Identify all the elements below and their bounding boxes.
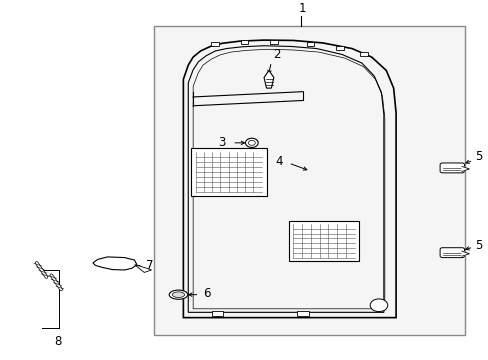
Ellipse shape <box>172 292 184 297</box>
Circle shape <box>248 140 255 145</box>
Polygon shape <box>264 71 273 88</box>
FancyBboxPatch shape <box>439 248 464 258</box>
Text: 5: 5 <box>474 150 482 163</box>
Text: 5: 5 <box>474 239 482 252</box>
Ellipse shape <box>169 290 187 299</box>
Polygon shape <box>461 167 468 171</box>
Polygon shape <box>93 257 137 270</box>
Bar <box>335 46 343 50</box>
Text: 2: 2 <box>272 48 280 60</box>
Circle shape <box>245 138 258 148</box>
Bar <box>297 311 308 316</box>
FancyBboxPatch shape <box>439 163 464 173</box>
Bar <box>211 311 223 316</box>
Bar <box>288 221 359 261</box>
Bar <box>240 40 248 44</box>
Text: 6: 6 <box>203 288 210 301</box>
Text: 3: 3 <box>218 136 225 149</box>
Bar <box>190 148 266 196</box>
Bar <box>360 52 367 56</box>
Text: 1: 1 <box>298 2 305 15</box>
Polygon shape <box>134 265 151 273</box>
Text: 4: 4 <box>275 155 282 168</box>
Bar <box>154 26 464 335</box>
Bar <box>211 42 219 46</box>
Bar <box>269 40 277 44</box>
Bar <box>306 41 314 46</box>
Text: 7: 7 <box>145 259 153 272</box>
Circle shape <box>369 299 387 312</box>
Polygon shape <box>461 251 468 256</box>
Text: 8: 8 <box>54 334 61 347</box>
